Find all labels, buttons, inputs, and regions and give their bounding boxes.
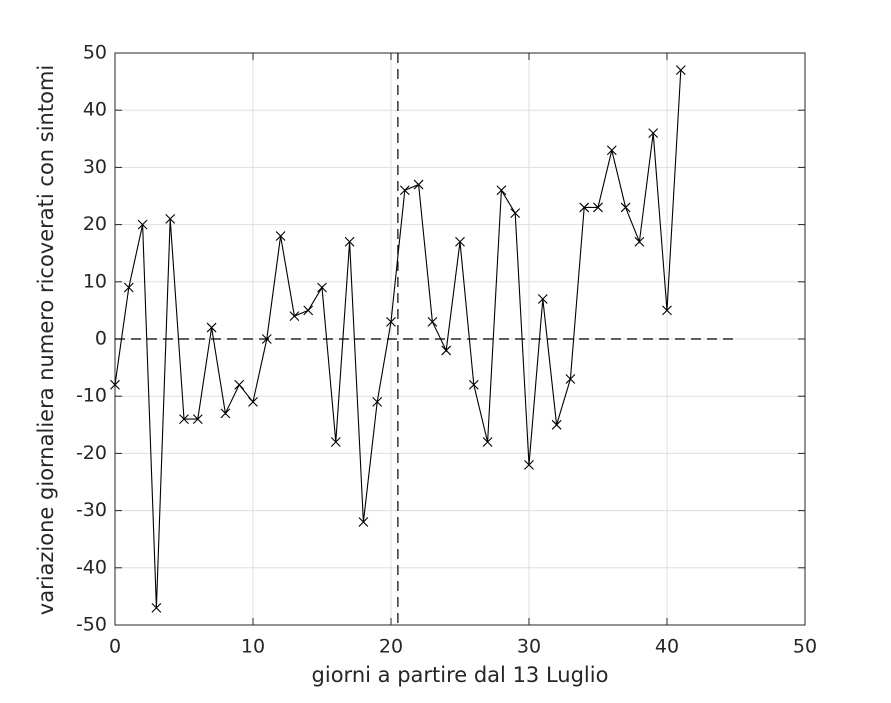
data-marker [261, 334, 272, 344]
x-tick-label: 10 [241, 636, 265, 658]
data-marker [565, 374, 576, 384]
data-marker [137, 219, 148, 230]
data-marker [648, 128, 659, 138]
data-marker [482, 437, 493, 447]
data-marker [110, 379, 120, 390]
y-tick-label: 40 [83, 99, 107, 121]
data-marker [675, 65, 686, 76]
data-marker [248, 397, 258, 407]
y-tick-label: 50 [83, 42, 107, 64]
data-marker [662, 305, 672, 316]
data-marker [620, 202, 631, 213]
data-marker [455, 236, 465, 247]
data-marker [386, 316, 396, 327]
y-tick-label: 20 [83, 213, 107, 235]
x-axis-label: giorni a partire dal 13 Luglio [312, 663, 609, 687]
data-marker [468, 379, 479, 390]
x-tick-label: 50 [793, 636, 817, 658]
data-marker [344, 236, 355, 247]
y-tick-label: 0 [95, 328, 107, 350]
data-marker [510, 208, 521, 219]
x-tick-label: 30 [517, 636, 541, 658]
data-marker [524, 459, 534, 470]
data-marker [330, 437, 341, 447]
data-marker [206, 322, 217, 333]
y-tick-label: -20 [76, 442, 107, 464]
data-marker [551, 419, 562, 430]
y-tick-label: 30 [83, 156, 107, 178]
data-marker [123, 282, 134, 293]
data-marker [399, 185, 410, 196]
data-marker [275, 231, 286, 241]
data-marker [593, 202, 603, 213]
data-marker [234, 379, 245, 390]
x-tick-label: 40 [655, 636, 679, 658]
data-marker [496, 185, 507, 196]
data-marker [151, 602, 162, 613]
y-tick-label: -40 [76, 556, 107, 578]
x-tick-label: 20 [379, 636, 403, 658]
y-axis-label: variazione giornaliera numero ricoverati… [34, 65, 58, 615]
data-marker [289, 311, 300, 322]
data-marker [427, 316, 438, 327]
data-line [114, 70, 682, 608]
data-marker [192, 414, 203, 424]
data-marker [358, 517, 369, 527]
y-tick-label: 10 [83, 270, 107, 292]
data-marker [413, 179, 424, 190]
data-marker [179, 414, 189, 424]
data-marker [165, 213, 176, 224]
data-marker [606, 145, 617, 156]
y-tick-label: -30 [76, 499, 107, 521]
data-marker [537, 294, 548, 304]
data-marker [579, 202, 590, 213]
y-tick-label: -10 [76, 385, 107, 407]
data-marker [441, 345, 452, 356]
x-tick-label: 0 [109, 636, 121, 658]
data-marker [634, 236, 645, 247]
data-marker [220, 408, 231, 419]
data-marker [317, 282, 327, 293]
data-marker [303, 305, 314, 316]
y-tick-label: -50 [76, 614, 107, 636]
data-marker [372, 397, 383, 407]
